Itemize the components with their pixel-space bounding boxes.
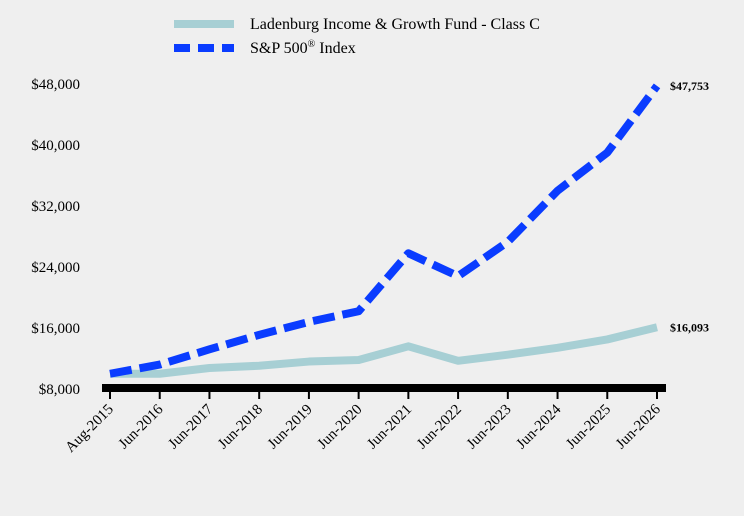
series-end-label: $47,753: [670, 79, 709, 93]
x-tick-label: Jun-2017: [165, 401, 216, 452]
legend-label: S&P 500® Index: [250, 39, 356, 57]
x-tick-label: Jun-2018: [215, 402, 266, 453]
y-tick-label: $8,000: [39, 382, 80, 398]
x-tick-label: Jun-2023: [464, 402, 515, 453]
x-tick-label: Jun-2021: [364, 402, 415, 453]
y-tick-label: $32,000: [31, 199, 80, 215]
x-tick-label: Aug-2015: [63, 402, 117, 456]
x-tick-label: Jun-2016: [116, 401, 167, 452]
y-tick-label: $40,000: [31, 138, 80, 154]
y-tick-label: $48,000: [31, 77, 80, 93]
sp500-series-line: [109, 83, 661, 378]
x-tick-label: Jun-2024: [514, 401, 565, 452]
x-tick-label: Jun-2025: [563, 402, 614, 453]
x-tick-label: Jun-2020: [315, 402, 366, 453]
y-tick-label: $16,000: [31, 321, 80, 337]
series-end-label: $16,093: [670, 320, 709, 334]
x-tick-label: Jun-2019: [265, 402, 316, 453]
x-tick-label: Jun-2026: [613, 401, 664, 452]
y-tick-label: $24,000: [31, 260, 80, 276]
fund-series-line: [110, 323, 658, 378]
legend-label: Ladenburg Income & Growth Fund - Class C: [250, 16, 540, 33]
x-tick-label: Jun-2022: [414, 402, 465, 453]
